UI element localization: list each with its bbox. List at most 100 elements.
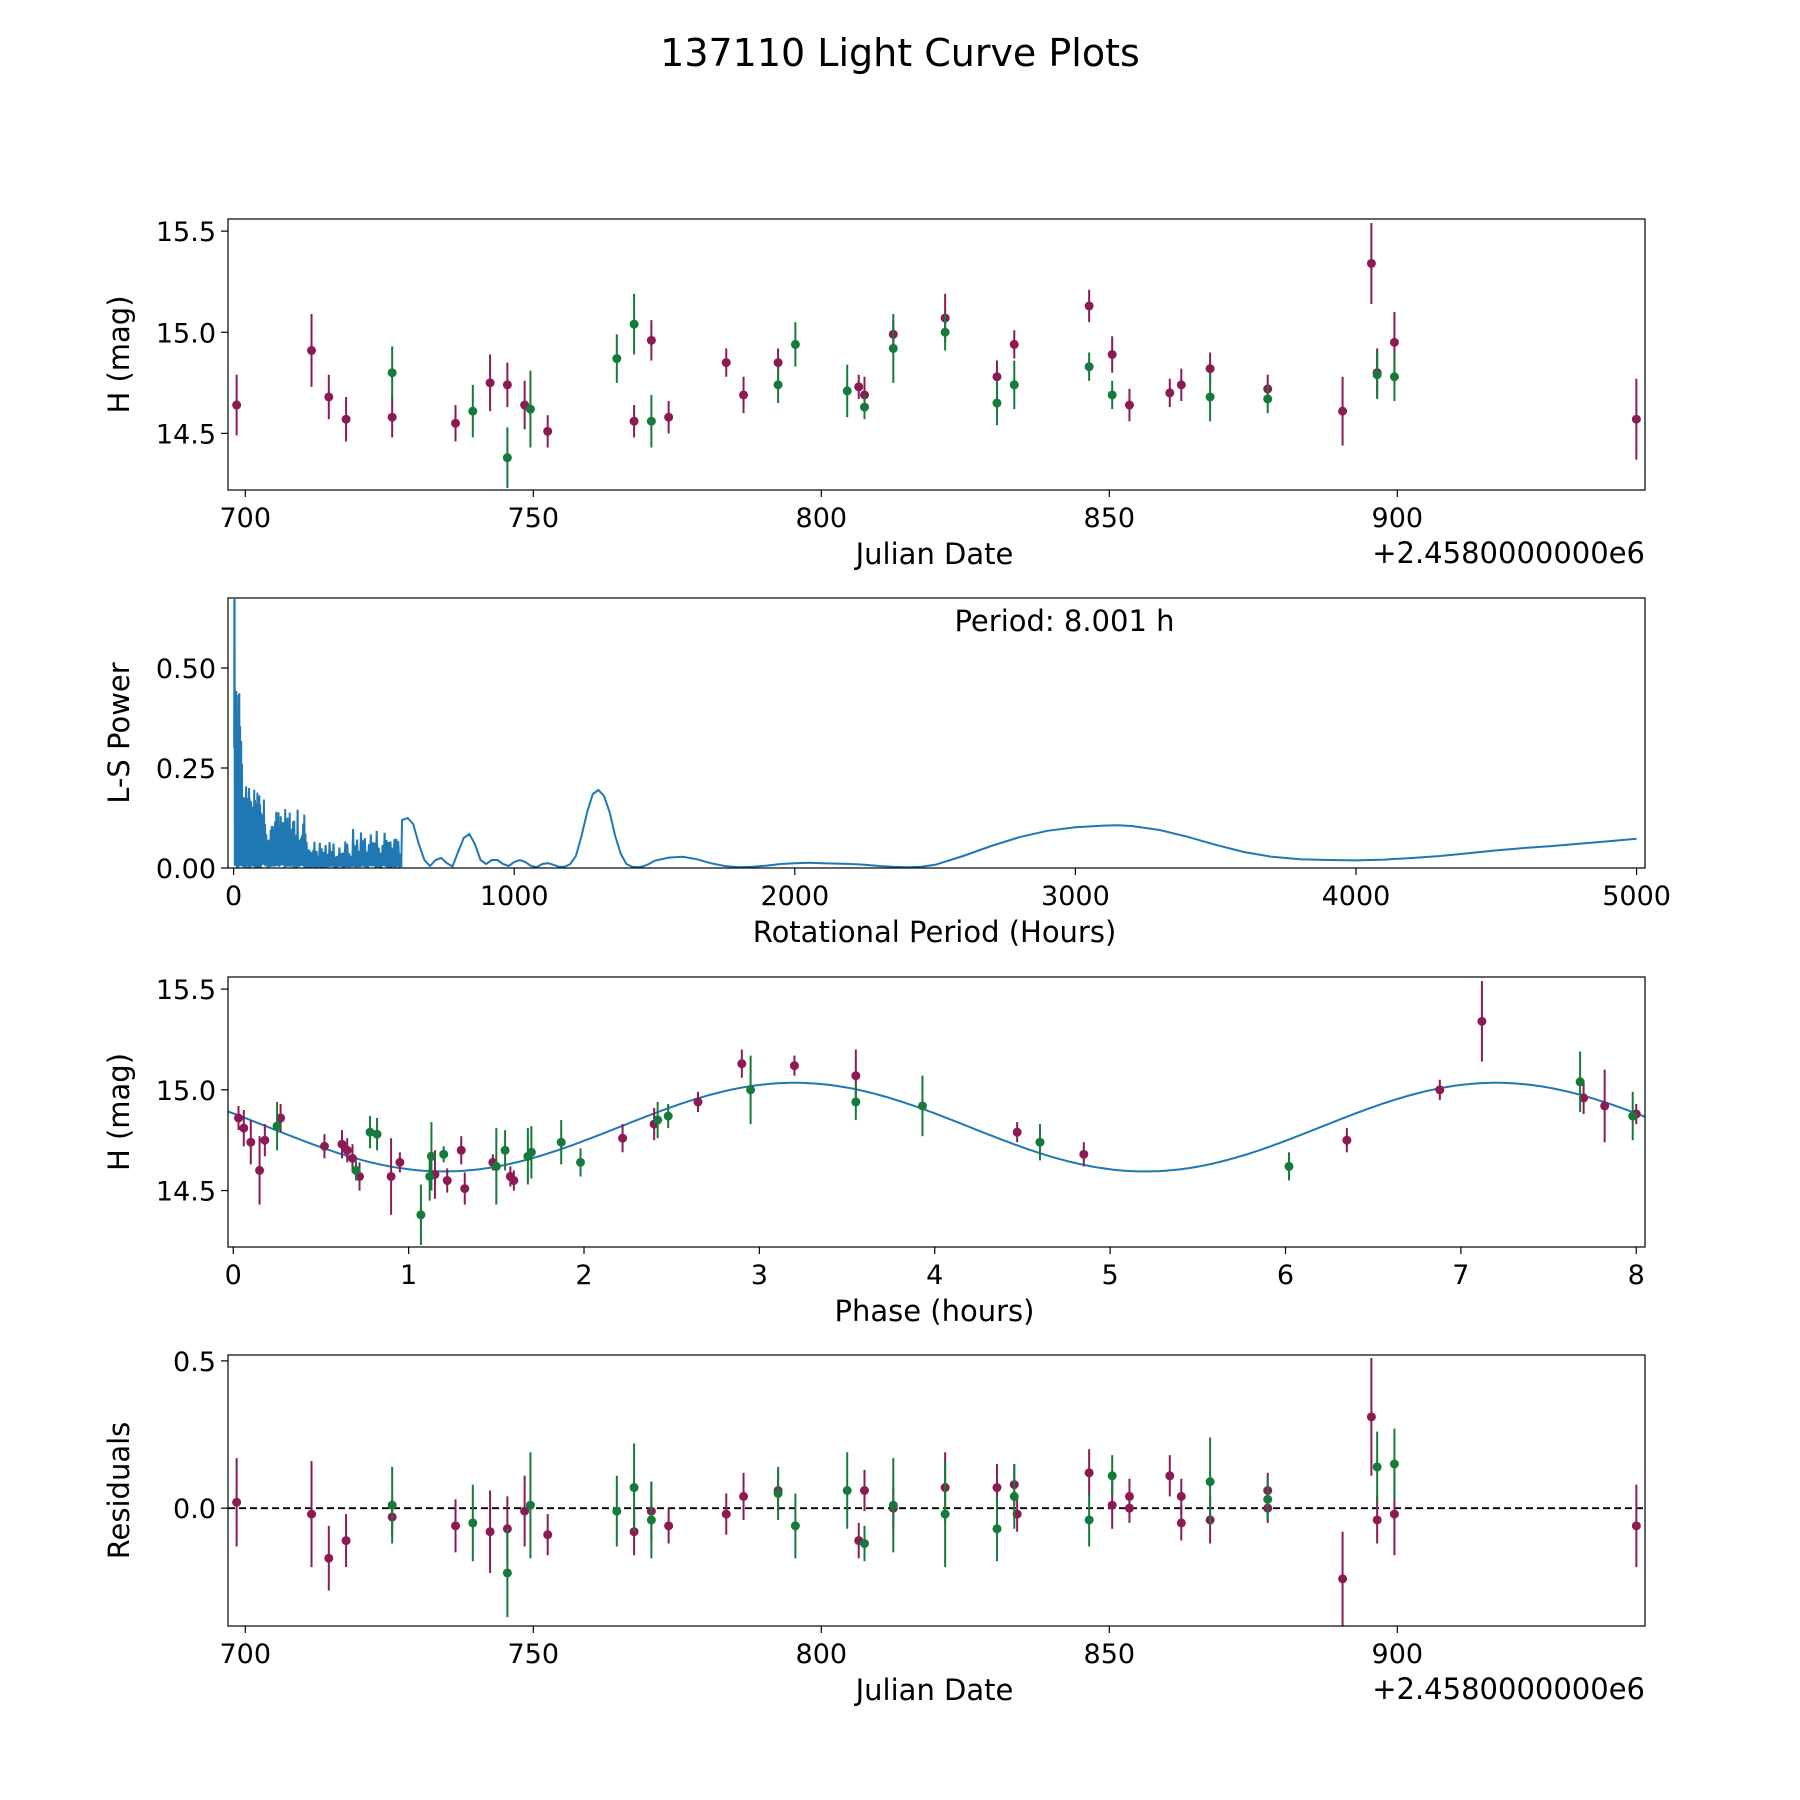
filter_g-point [351,1165,361,1175]
lightcurve-frame [227,218,1646,491]
filter_g-point [888,1500,898,1510]
lightcurve-ytick-label: 15.0 [156,318,216,349]
filter_g-point [992,1524,1002,1534]
filter_r-point [387,412,397,422]
filter_r-point [992,372,1002,382]
residuals-plot-area [228,1357,1645,1626]
filter_r-point [307,1509,317,1519]
periodogram-xtick-label: 2000 [760,881,829,912]
filter_g-point [525,1500,535,1510]
filter_r-point [451,1521,461,1531]
residuals-panel: 700 750 800 850 900 0.0 0.5 Julian Date Residual… [102,1347,1646,1707]
filter_r-point [721,1509,731,1519]
filter_g-point [629,319,639,329]
filter_r-point [502,380,512,390]
filter_r-point [1366,258,1376,268]
filter_g-point [426,1151,436,1161]
filter_g-point [940,1509,950,1519]
filter_r-point [1079,1149,1089,1159]
lightcurve-xtick-label: 850 [1084,503,1136,534]
phased-ytick-label: 14.5 [156,1177,216,1208]
periodogram-xlabel: Rotational Period (Hours) [753,915,1117,949]
filter_g-point [842,1486,852,1495]
filter_g-point [612,354,622,364]
filter_g-point [1009,1491,1019,1501]
filter_r-point [324,1553,334,1563]
filter_r-point [456,1145,466,1155]
phased-xtick-label: 5 [1102,1260,1119,1291]
filter_g-point [1389,372,1399,382]
phased-xlabel: Phase (hours) [835,1294,1035,1328]
ls-power-line [233,599,1637,868]
filter_r-point [509,1176,519,1186]
residuals-xtick-label: 900 [1372,1639,1424,1670]
periodogram-panel: 0 1000 2000 3000 4000 5000 0.00 0.25 0.50 Rotatio… [102,597,1671,949]
periodogram-xtick-label: 3000 [1041,881,1110,912]
filter_r-point [342,1145,352,1155]
filter_g-point [1284,1161,1294,1171]
residuals-xtick-label: 800 [796,1639,848,1670]
filter_g-point [859,402,869,412]
phased-xtick-label: 6 [1277,1260,1294,1291]
filter_r-point [442,1176,452,1186]
filter_r-point [239,1123,249,1133]
periodogram-ytick-label: 0.00 [156,854,216,885]
filter_r-point [485,378,495,388]
residuals-xlabel: Julian Date [854,1673,1014,1707]
filter_g-point [502,453,512,463]
filter_g-point [272,1121,282,1131]
lightcurve-xtick-label: 900 [1372,503,1424,534]
filter_r-point [307,345,317,355]
lightcurve-panel: 700 750 800 850 900 14.5 15.0 15.5 Julian Date H … [102,217,1646,571]
filter_r-point [460,1184,470,1194]
filter_r-point [851,1071,861,1081]
periodogram-xtick-label: 0 [225,881,242,912]
filter_r-point [1084,1468,1094,1478]
filter_g-point [468,1518,478,1528]
filter_g-point [556,1137,566,1147]
residuals-ytick-label: 0.0 [173,1494,216,1525]
filter_g-point [372,1129,382,1139]
filter_r-point [1389,337,1399,347]
filter_g-point [1084,1515,1094,1525]
filter_r-point [324,392,334,402]
filter_r-point [1600,1101,1610,1111]
phased-xtick-label: 0 [225,1260,242,1291]
filter_g-point [773,380,783,390]
filter_g-point [888,343,898,353]
filter_r-point [260,1135,270,1145]
phased-xtick-label: 8 [1628,1260,1645,1291]
filter_r-point [1579,1093,1589,1103]
filter_r-point [451,418,461,428]
lightcurve-xtick-label: 800 [796,503,848,534]
filter_g-point [612,1506,622,1516]
filter_g-point [842,386,852,396]
periodogram-ytick-label: 0.25 [156,754,216,785]
filter_r-point [789,1061,799,1071]
filter_r-point [618,1133,628,1143]
filter_g-point [526,1147,536,1157]
filter_r-point [232,1497,242,1507]
filter_g-point [851,1097,861,1107]
filter_g-point [500,1145,510,1155]
filter_g-point [1107,390,1117,400]
filter_r-point [992,1483,1002,1493]
filter_g-point [790,1521,800,1531]
filter_g-point [1263,394,1273,404]
periodogram-ylabel: L-S Power [102,662,136,803]
filter_r-point [485,1527,495,1537]
filter_r-point [386,1171,396,1181]
lightcurve-plot-area [232,223,1641,488]
residuals-ylabel: Residuals [102,1422,136,1560]
periodogram-ytick-label: 0.50 [156,654,216,685]
filter_g-point [1372,370,1382,380]
filter_g-point [1205,392,1215,402]
period-annotation: Period: 8.001 h [954,604,1174,638]
filter_r-point [543,426,553,436]
filter_r-point [1176,380,1186,390]
filter_r-point [859,1486,869,1495]
filter_r-point [739,390,749,400]
filter_r-point [1205,364,1215,374]
filter_g-point [1084,362,1094,372]
